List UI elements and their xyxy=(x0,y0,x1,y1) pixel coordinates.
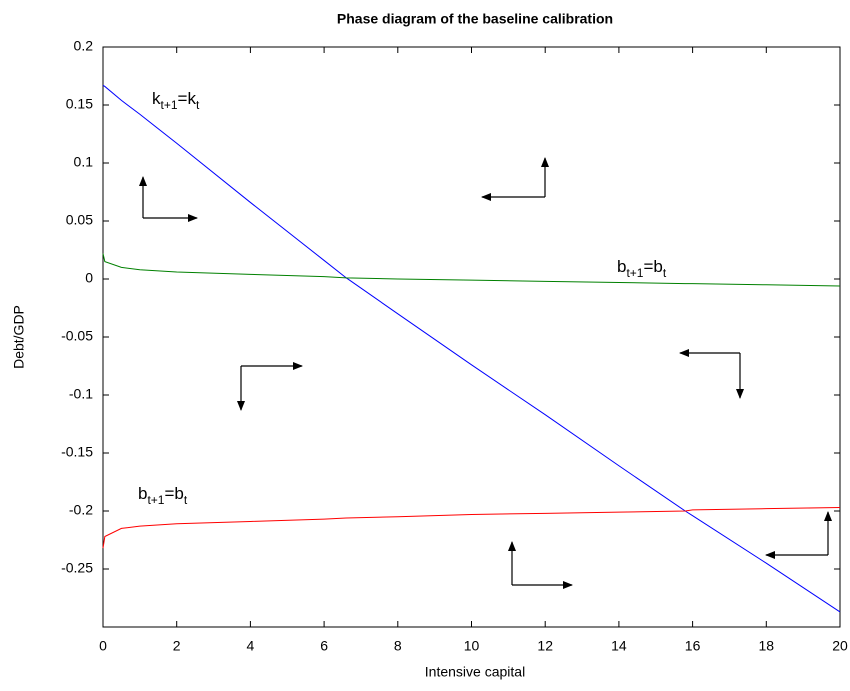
x-axis-label: Intensive capital xyxy=(425,664,525,680)
x-tick-label: 20 xyxy=(832,638,848,654)
y-tick-label: 0.1 xyxy=(74,154,94,170)
series-line xyxy=(102,84,841,613)
curve-label: kt+1=kt xyxy=(152,89,200,112)
label-subscript: t+1 xyxy=(161,98,178,112)
y-tick-label: 0.05 xyxy=(66,212,93,228)
plot-area xyxy=(102,46,841,628)
label-text: b xyxy=(617,257,626,276)
x-tick-label: 14 xyxy=(611,638,627,654)
x-tick-label: 4 xyxy=(247,638,255,654)
label-subscript: t+1 xyxy=(626,266,643,280)
y-tick-label: -0.15 xyxy=(61,444,93,460)
y-tick-label: -0.25 xyxy=(61,560,93,576)
curve-label: bt+1=bt xyxy=(138,484,188,507)
y-tick-label: -0.2 xyxy=(69,502,93,518)
x-tick-label: 8 xyxy=(394,638,402,654)
y-tick-label: -0.05 xyxy=(61,328,93,344)
label-subscript: t xyxy=(184,493,188,507)
x-tick-label: 18 xyxy=(759,638,775,654)
x-tick-label: 2 xyxy=(173,638,181,654)
x-tick-label: 6 xyxy=(320,638,328,654)
x-tick-label: 10 xyxy=(464,638,480,654)
phase-arrows xyxy=(139,157,832,589)
y-tick-label: -0.1 xyxy=(69,386,93,402)
label-text: =b xyxy=(643,257,662,276)
label-text: =b xyxy=(164,484,183,503)
curve-label: bt+1=bt xyxy=(617,257,667,280)
y-axis-label: Debt/GDP xyxy=(11,305,27,369)
series-line xyxy=(102,507,841,549)
y-tick-label: 0.2 xyxy=(74,38,94,54)
label-text: k xyxy=(152,89,161,108)
label-subscript: t xyxy=(196,98,200,112)
chart-title: Phase diagram of the baseline calibratio… xyxy=(337,11,613,27)
x-tick-label: 12 xyxy=(537,638,553,654)
label-text: =k xyxy=(178,89,197,108)
label-subscript: t xyxy=(663,266,667,280)
x-tick-label: 0 xyxy=(99,638,107,654)
label-text: b xyxy=(138,484,147,503)
label-subscript: t+1 xyxy=(147,493,164,507)
y-tick-label: 0 xyxy=(85,270,93,286)
y-tick-label: 0.15 xyxy=(66,96,93,112)
x-tick-label: 16 xyxy=(685,638,701,654)
series-line xyxy=(102,253,841,287)
